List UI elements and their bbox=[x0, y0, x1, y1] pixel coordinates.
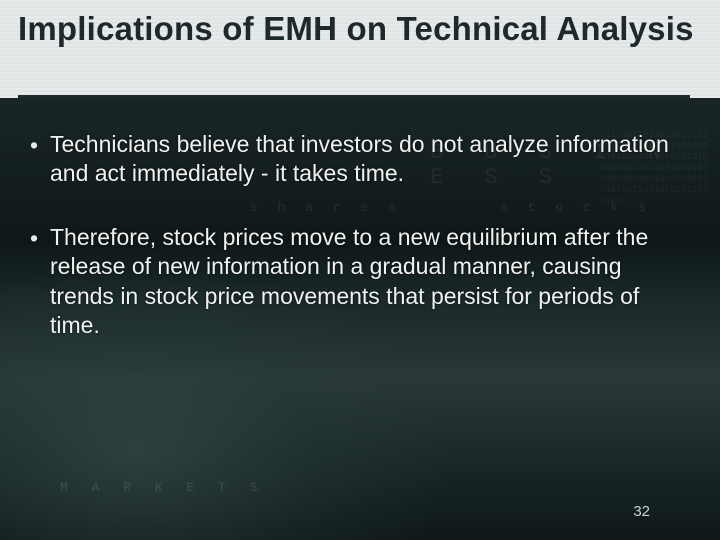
slide-container: Implications of EMH on Technical Analysi… bbox=[0, 0, 720, 540]
slide-title: Implications of EMH on Technical Analysi… bbox=[18, 8, 700, 49]
bullet-text: Therefore, stock prices move to a new eq… bbox=[50, 223, 690, 341]
title-underline bbox=[18, 95, 690, 98]
bullet-marker-icon: • bbox=[30, 223, 38, 341]
decorative-text-markets: M A R K E T S bbox=[60, 480, 265, 495]
slide-body: • Technicians believe that investors do … bbox=[30, 130, 690, 375]
bullet-marker-icon: • bbox=[30, 130, 38, 189]
slide-number: 32 bbox=[633, 503, 650, 520]
bullet-text: Technicians believe that investors do no… bbox=[50, 130, 690, 189]
bullet-item: • Technicians believe that investors do … bbox=[30, 130, 690, 189]
bullet-item: • Therefore, stock prices move to a new … bbox=[30, 223, 690, 341]
